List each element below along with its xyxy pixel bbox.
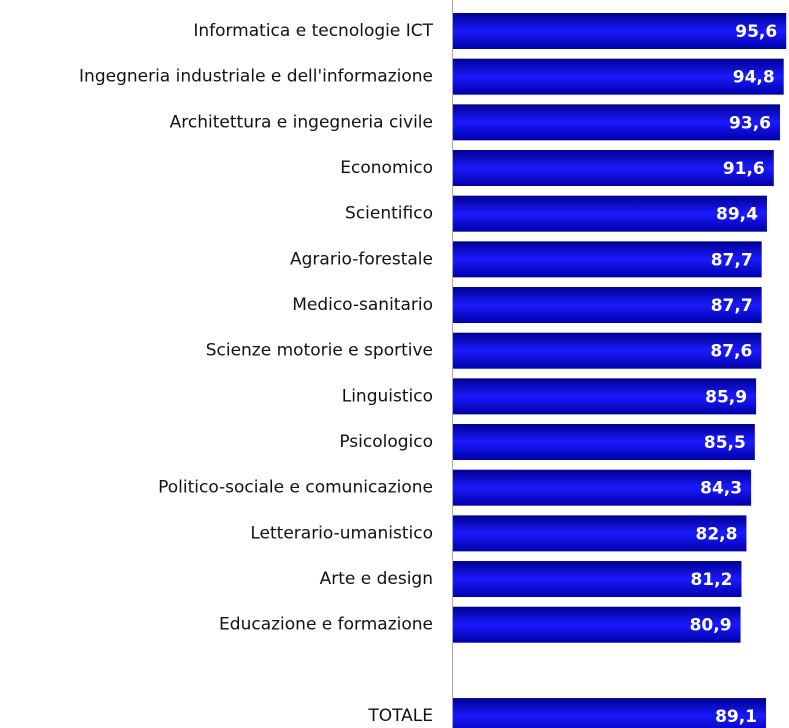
category-label: Letterario-umanistico [250,523,433,543]
category-label: Arte e design [320,569,433,589]
category-label: Scienze motorie e sportive [206,341,433,361]
value-label: 87,7 [711,250,753,270]
value-label: 85,9 [705,387,747,407]
value-label: 95,6 [735,22,777,42]
category-label: Politico-sociale e comunicazione [158,478,433,498]
value-label: 80,9 [690,616,732,636]
bar [453,150,774,187]
bar [453,104,780,141]
category-label: Architettura e ingegneria civile [170,112,433,132]
value-label: 81,2 [691,570,733,590]
value-label: 87,7 [711,296,753,316]
value-label: 94,8 [733,68,775,88]
category-label: Psicologico [339,432,433,452]
bar [453,287,762,324]
category-label: Economico [340,158,433,178]
bar [453,241,762,278]
bar [453,195,767,232]
category-label: Informatica e tecnologie ICT [193,21,433,41]
bar [453,13,787,49]
bar [453,606,741,643]
bar [453,332,762,369]
category-label: Linguistico [342,386,433,406]
value-label: 82,8 [695,524,737,544]
bar [453,469,752,506]
bar [453,561,742,598]
value-label: 87,6 [710,342,752,362]
value-label: 91,6 [723,159,765,179]
bar [453,58,784,95]
bar [453,698,767,728]
value-label: 84,3 [700,479,742,499]
value-label: 85,5 [704,433,746,453]
category-label: Medico-sanitario [292,295,433,315]
bar [453,378,757,415]
value-label: 93,6 [729,113,771,133]
category-label: Educazione e formazione [219,615,433,635]
bar [453,424,755,461]
bar [453,515,747,552]
category-label: Agrario-forestale [290,249,433,269]
category-label: Scientifico [345,204,433,224]
value-label: 89,1 [715,707,757,727]
category-label: TOTALE [367,706,433,726]
category-label: Ingegneria industriale e dell'informazio… [79,67,433,87]
value-label: 89,4 [716,205,758,225]
